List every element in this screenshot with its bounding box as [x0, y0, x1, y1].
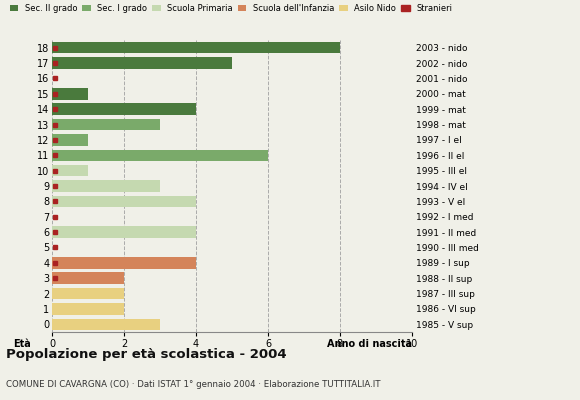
Bar — [52, 103, 196, 115]
Bar — [52, 119, 160, 130]
Bar — [52, 257, 196, 269]
Bar — [52, 318, 160, 330]
Bar — [52, 180, 160, 192]
Text: Popolazione per età scolastica - 2004: Popolazione per età scolastica - 2004 — [6, 348, 287, 361]
Bar — [52, 42, 340, 54]
Text: COMUNE DI CAVARGNA (CO) · Dati ISTAT 1° gennaio 2004 · Elaborazione TUTTITALIA.I: COMUNE DI CAVARGNA (CO) · Dati ISTAT 1° … — [6, 380, 380, 389]
Bar — [52, 272, 124, 284]
Bar — [52, 150, 268, 161]
Text: Età: Età — [13, 339, 30, 349]
Bar — [52, 196, 196, 207]
Bar — [52, 88, 88, 100]
Bar — [52, 134, 88, 146]
Bar — [52, 288, 124, 299]
Bar — [52, 226, 196, 238]
Bar — [52, 165, 88, 176]
Legend: Sec. II grado, Sec. I grado, Scuola Primaria, Scuola dell'Infanzia, Asilo Nido, : Sec. II grado, Sec. I grado, Scuola Prim… — [10, 4, 452, 13]
Bar — [52, 303, 124, 315]
Text: Anno di nascita: Anno di nascita — [327, 339, 412, 349]
Bar — [52, 57, 232, 69]
